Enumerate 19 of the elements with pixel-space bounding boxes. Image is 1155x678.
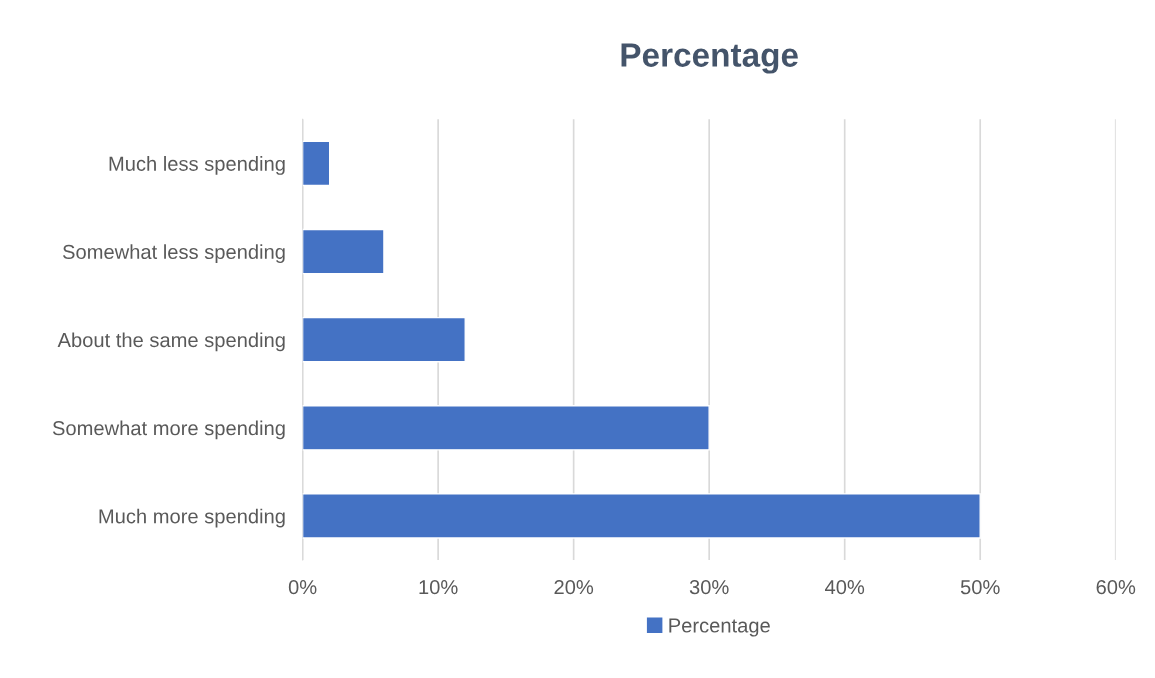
x-tick-label: 0% [288,580,317,595]
bar [302,140,331,187]
x-tick-label: 60% [1096,580,1136,595]
chart-title: Percentage [621,43,798,74]
bar [302,316,466,363]
x-tick-label: 20% [554,580,594,595]
bar [302,228,385,275]
y-tick-label: About the same spending [57,332,285,352]
y-tick-label: Somewhat less spending [62,244,285,264]
x-tick-label: 10% [419,580,458,595]
y-tick-label: Much less spending [109,156,285,175]
bar [302,405,710,451]
legend-label: Percentage [669,618,770,637]
x-tick-label: 40% [825,580,865,595]
x-tick-label: 30% [689,580,729,595]
x-tick-label: 50% [960,580,1000,595]
y-tick-label: Much more spending [99,508,285,528]
bar [302,493,981,539]
y-tick-label: Somewhat more spending [52,420,285,440]
